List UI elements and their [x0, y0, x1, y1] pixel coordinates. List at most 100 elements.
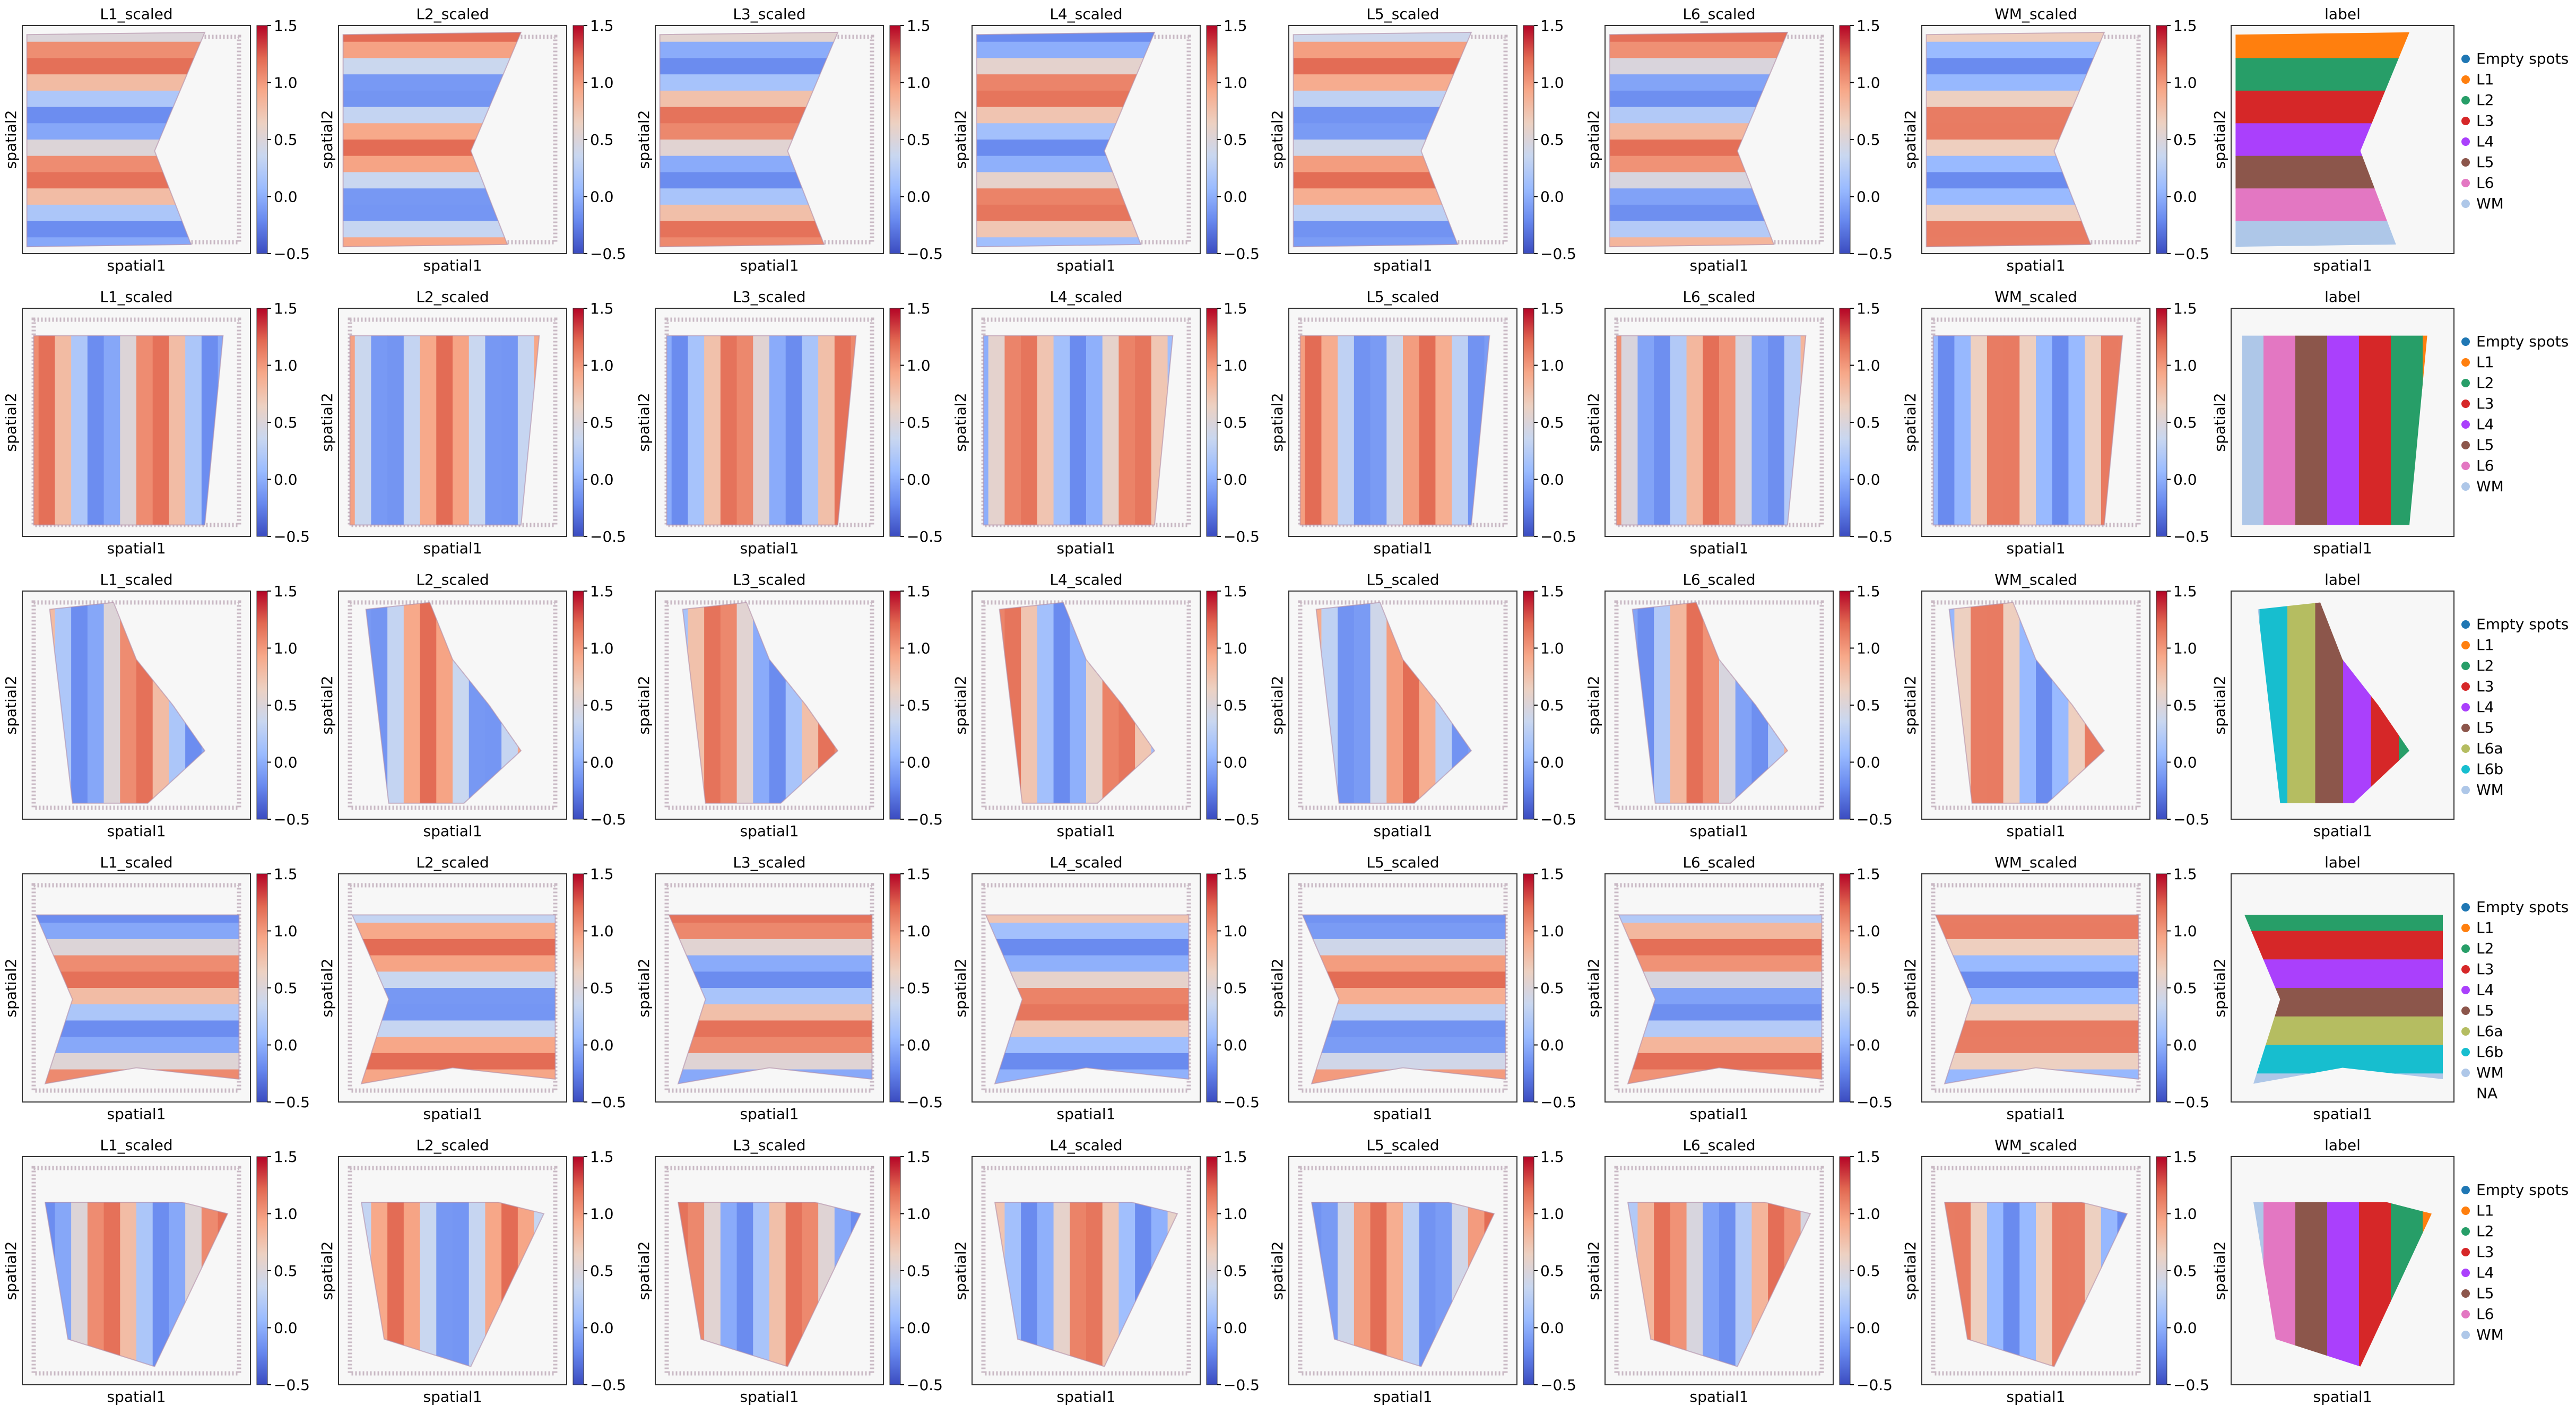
colorbar-tick-label: 0.0	[590, 188, 614, 206]
legend-entry: L3	[2476, 960, 2494, 978]
colorbar	[1839, 308, 1851, 537]
label-region	[2235, 221, 2409, 247]
legend-entry: L5	[2476, 436, 2494, 454]
colorbar	[1206, 591, 1218, 820]
colorbar-tick-label: 0.5	[590, 1262, 614, 1280]
colorbar-tick-label: 0.5	[1857, 979, 1880, 997]
colorbar	[256, 1156, 268, 1385]
panel-title: L2_scaled	[416, 1136, 489, 1154]
colorbar-tick-label: 1.0	[907, 640, 931, 657]
colorbar-tick-label: 1.0	[274, 1205, 298, 1223]
legend-marker	[2461, 158, 2470, 167]
panel-title: L2_scaled	[416, 288, 489, 306]
y-axis-label: spatial2	[2211, 393, 2228, 452]
empty-spot-frame	[31, 600, 241, 810]
colorbar	[573, 1156, 584, 1385]
colorbar-tick-label: 0.5	[907, 1262, 931, 1280]
colorbar-tick-label: 1.5	[1540, 300, 1564, 317]
colorbar-tick-label: 1.5	[1857, 583, 1880, 600]
y-axis-label: spatial2	[318, 958, 336, 1017]
panel-title: L3_scaled	[733, 1136, 805, 1154]
legend-marker	[2461, 1269, 2470, 1277]
colorbar-tick-label: 0.5	[1224, 1262, 1247, 1280]
panel-title: L5_scaled	[1366, 571, 1439, 588]
colorbar-tick-label: −0.5	[274, 811, 310, 828]
colorbar-tick-label: 1.0	[1857, 1205, 1880, 1223]
tissue-spots	[985, 915, 1189, 1084]
legend-entry: L3	[2476, 112, 2494, 129]
colorbar-tick-label: 0.5	[1540, 979, 1564, 997]
x-axis-label: spatial1	[2313, 1105, 2372, 1123]
x-axis-label: spatial1	[740, 540, 799, 557]
colorbar-tick-label: 0.5	[1224, 697, 1247, 714]
colorbar	[889, 591, 901, 820]
colorbar-tick-label: 1.0	[2173, 74, 2197, 92]
colorbar-tick-label: 1.0	[907, 74, 931, 92]
panel-title: L1_scaled	[100, 288, 172, 306]
panel-title: L3_scaled	[733, 5, 805, 23]
colorbar	[573, 308, 584, 537]
legend-marker	[2461, 944, 2470, 953]
x-axis-label: spatial1	[1056, 822, 1115, 840]
x-axis-label: spatial1	[1056, 1388, 1115, 1405]
panel-title: L2_scaled	[416, 571, 489, 588]
label-panel-title: label	[2325, 854, 2361, 871]
y-axis-label: spatial2	[1269, 958, 1286, 1017]
legend-entry: L4	[2476, 698, 2494, 716]
legend-entry: Empty spots	[2476, 1181, 2569, 1199]
legend-entry: WM	[2476, 1326, 2504, 1343]
colorbar-tick-label: 1.5	[1857, 17, 1880, 34]
colorbar-tick-label: 1.5	[590, 1148, 614, 1166]
panel-title: L4_scaled	[1050, 288, 1122, 306]
empty-spot-frame	[1298, 883, 1508, 1093]
y-axis-label: spatial2	[2211, 1241, 2228, 1300]
x-axis-label: spatial1	[2313, 1388, 2372, 1405]
legend-entry: Empty spots	[2476, 50, 2569, 67]
colorbar-tick-label: 1.5	[1224, 300, 1247, 317]
x-axis-label: spatial1	[1056, 1105, 1115, 1123]
colorbar-tick-label: 0.0	[1224, 754, 1247, 771]
tissue-spots	[350, 335, 540, 525]
colorbar-tick-label: 0.0	[1540, 471, 1564, 489]
colorbar-tick-label: 0.5	[274, 1262, 298, 1280]
colorbar-tick-label: 0.5	[2173, 131, 2197, 149]
panel-title: WM_scaled	[1994, 288, 2077, 306]
colorbar-tick-label: 0.0	[1540, 754, 1564, 771]
legend-entry: L6a	[2476, 740, 2503, 757]
panel-title: L6_scaled	[1682, 5, 1755, 23]
colorbar-tick-label: −0.5	[590, 1093, 626, 1111]
y-axis-label: spatial2	[318, 1241, 336, 1300]
colorbar-tick-label: 0.0	[1224, 1320, 1247, 1337]
colorbar	[1523, 873, 1534, 1103]
colorbar-tick-label: 0.5	[590, 131, 614, 149]
colorbar-tick-label: 1.5	[907, 1148, 931, 1166]
colorbar-tick-label: 0.5	[1857, 414, 1880, 431]
figure-row-3: L1_scaled 1.5 1.0 0.5 0.0 −0.5 spatial1 spatial…	[2, 571, 2569, 840]
legend-entry: L4	[2476, 133, 2494, 150]
colorbar-tick-label: 1.0	[1224, 923, 1247, 940]
colorbar	[1206, 873, 1218, 1103]
x-axis-label: spatial1	[423, 257, 482, 274]
x-axis-label: spatial1	[2006, 822, 2065, 840]
colorbar	[2156, 308, 2167, 537]
colorbar-tick-label: −0.5	[1540, 528, 1576, 545]
colorbar-tick-label: 0.0	[907, 754, 931, 771]
colorbar-tick-label: 1.5	[907, 865, 931, 883]
legend-marker	[2461, 965, 2470, 974]
legend-entry: Empty spots	[2476, 898, 2569, 916]
colorbar-tick-label: 0.0	[1540, 188, 1564, 206]
legend-marker	[2461, 117, 2470, 125]
panel-title: L6_scaled	[1682, 1136, 1755, 1154]
legend-marker	[2461, 358, 2470, 367]
colorbar	[1523, 1156, 1534, 1385]
colorbar-tick-label: 1.5	[590, 17, 614, 34]
colorbar-tick-label: 1.0	[590, 1205, 614, 1223]
legend-entry: L1	[2476, 1202, 2494, 1219]
legend-entry: L6b	[2476, 1043, 2503, 1061]
colorbar	[256, 25, 268, 254]
colorbar-tick-label: 1.5	[2173, 17, 2197, 34]
legend-entry: L1	[2476, 353, 2494, 371]
colorbar-tick-label: 0.5	[907, 414, 931, 431]
panel-title: L5_scaled	[1366, 854, 1439, 871]
